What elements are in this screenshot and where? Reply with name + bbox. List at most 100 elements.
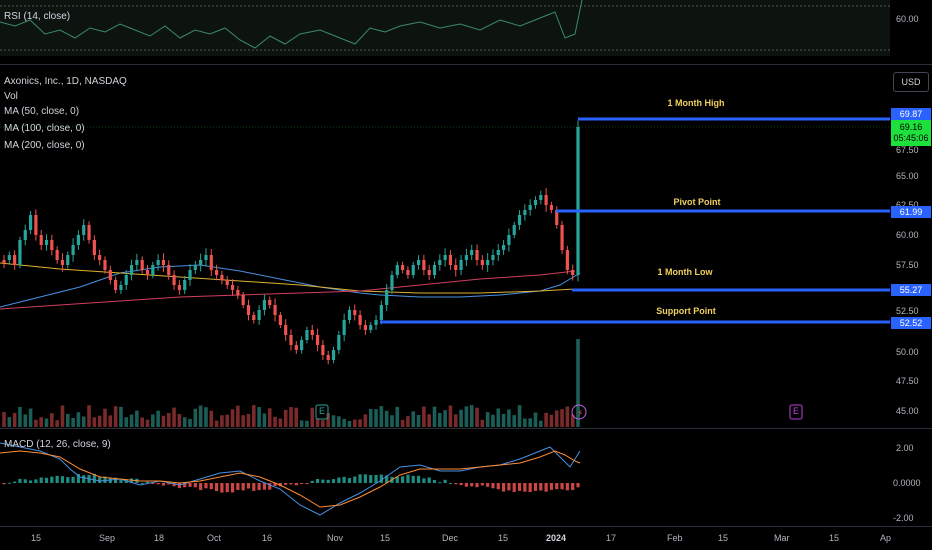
candle-body <box>528 205 532 210</box>
ma100-legend[interactable]: MA (100, close, 0) <box>4 123 85 134</box>
volume-bar <box>289 407 293 427</box>
candle-body <box>486 260 490 265</box>
volume-bar <box>113 406 118 427</box>
volume-bar <box>321 420 325 427</box>
earnings-marker-past[interactable] <box>315 404 329 420</box>
candle-body <box>172 275 176 285</box>
candle-body <box>273 305 277 315</box>
macd-histogram-bar <box>167 483 171 485</box>
macd-histogram-bar <box>385 475 389 483</box>
macd-histogram-bar <box>268 483 272 490</box>
volume-bar <box>23 414 28 427</box>
macd-histogram-bar <box>225 483 229 493</box>
candle-body <box>44 240 49 245</box>
price-tick-50-00: 50.00 <box>896 347 919 357</box>
macd-histogram-bar <box>448 482 453 484</box>
macd-histogram-bar <box>34 479 38 483</box>
time-tick: Ap <box>880 533 892 543</box>
volume-bar <box>358 419 362 427</box>
macd-histogram-bar <box>337 477 341 483</box>
macd-histogram-bar <box>454 483 458 485</box>
candle-body <box>156 260 160 265</box>
volume-bar <box>124 417 129 427</box>
macd-histogram-bar <box>246 483 251 489</box>
macd-histogram-bar <box>199 483 203 491</box>
candle-body <box>390 275 394 290</box>
volume-bar <box>262 413 267 427</box>
candle-body <box>464 255 468 260</box>
macd-histogram-bar <box>533 483 538 491</box>
candle-body <box>315 335 320 345</box>
symbol-legend[interactable]: Axonics, Inc., 1D, NASDAQ <box>4 76 127 87</box>
macd-histogram-bar <box>326 479 330 483</box>
candle-body <box>294 345 298 350</box>
currency-button[interactable]: USD <box>893 72 929 92</box>
candle-body <box>539 195 543 200</box>
macd-histogram-bar <box>103 476 107 483</box>
volume-bar <box>140 417 144 427</box>
price-tick-45-00: 45.00 <box>896 406 919 416</box>
macd-histogram-bar <box>7 482 11 484</box>
macd-histogram-bar <box>13 481 17 483</box>
dividend-lightning-icon[interactable] <box>571 404 587 420</box>
candle-body <box>98 255 102 260</box>
rsi-tick-60: 60.00 <box>896 14 919 24</box>
candle-body <box>257 310 261 320</box>
candle-body <box>326 355 330 360</box>
volume-bar <box>443 410 447 427</box>
candle-body <box>183 280 187 290</box>
candle-body <box>103 260 107 270</box>
rsi-line <box>0 0 583 49</box>
volume-bar <box>517 405 522 427</box>
volume-bar <box>438 413 442 427</box>
candle-body <box>87 225 91 240</box>
volume-bar <box>283 409 288 427</box>
volume-bar <box>108 415 113 427</box>
candle-body <box>411 265 415 275</box>
macd-histogram-bar <box>241 483 245 491</box>
volume-bar <box>464 406 469 427</box>
time-tick: 16 <box>262 533 273 543</box>
candle-body <box>119 285 123 290</box>
candle-body <box>470 250 474 255</box>
macd-histogram-bar <box>443 479 447 483</box>
candle-body <box>204 255 208 260</box>
ma200-legend[interactable]: MA (200, close, 0) <box>4 140 85 151</box>
candle-body <box>491 255 495 260</box>
ma50-legend[interactable]: MA (50, close, 0) <box>4 106 80 117</box>
volume-bar <box>570 414 575 427</box>
macd-histogram-bar <box>183 483 187 488</box>
macd-histogram-bar <box>427 477 431 483</box>
earnings-label-future: E <box>793 406 800 416</box>
volume-bar <box>528 418 532 427</box>
candle-body <box>363 325 368 330</box>
macd-histogram-bar <box>23 479 27 483</box>
candle-body <box>422 260 426 270</box>
candle-body <box>454 265 458 270</box>
macd-histogram-bar <box>294 483 298 486</box>
candle-body <box>416 260 421 265</box>
volume-bar <box>2 412 6 427</box>
earnings-marker-future[interactable] <box>789 404 803 420</box>
price-tag-support-point: 52.52 <box>891 317 931 329</box>
volume-bar <box>331 415 336 427</box>
volume-bar <box>18 406 22 427</box>
volume-bar <box>92 417 97 427</box>
volume-bar <box>390 415 394 427</box>
macd-histogram-bar <box>273 483 277 486</box>
macd-histogram-bar <box>2 483 6 485</box>
volume-bar <box>188 418 192 427</box>
candle-body <box>507 235 511 245</box>
volume-bar <box>496 408 501 427</box>
volume-bar <box>55 420 59 427</box>
macd-histogram-bar <box>491 483 495 489</box>
candle-body <box>443 255 447 260</box>
vol-legend[interactable]: Vol <box>4 91 18 102</box>
macd-tick-2: 2.00 <box>896 443 914 453</box>
candle-body <box>358 315 362 325</box>
macd-tick-minus-2: -2.00 <box>893 513 914 523</box>
price-tag-1-month-low: 55.27 <box>891 284 931 296</box>
candle-body <box>517 215 522 225</box>
candle-body <box>230 285 235 290</box>
volume-bar <box>549 414 554 427</box>
